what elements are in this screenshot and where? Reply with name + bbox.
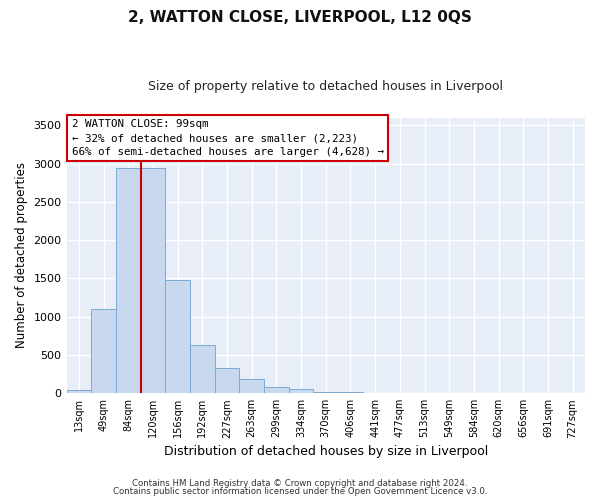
X-axis label: Distribution of detached houses by size in Liverpool: Distribution of detached houses by size … xyxy=(164,444,488,458)
Text: 2, WATTON CLOSE, LIVERPOOL, L12 0QS: 2, WATTON CLOSE, LIVERPOOL, L12 0QS xyxy=(128,10,472,25)
Bar xyxy=(338,392,363,393)
Bar xyxy=(190,345,215,393)
Title: Size of property relative to detached houses in Liverpool: Size of property relative to detached ho… xyxy=(148,80,503,93)
Y-axis label: Number of detached properties: Number of detached properties xyxy=(15,162,28,348)
Bar xyxy=(239,378,264,393)
Bar xyxy=(363,392,388,393)
Bar xyxy=(67,390,91,393)
Bar xyxy=(313,392,338,393)
Bar xyxy=(289,390,313,393)
Bar xyxy=(140,168,165,393)
Text: Contains HM Land Registry data © Crown copyright and database right 2024.: Contains HM Land Registry data © Crown c… xyxy=(132,478,468,488)
Bar xyxy=(116,168,140,393)
Text: 2 WATTON CLOSE: 99sqm
← 32% of detached houses are smaller (2,223)
66% of semi-d: 2 WATTON CLOSE: 99sqm ← 32% of detached … xyxy=(72,119,384,157)
Bar xyxy=(91,309,116,393)
Bar xyxy=(264,386,289,393)
Bar xyxy=(215,368,239,393)
Text: Contains public sector information licensed under the Open Government Licence v3: Contains public sector information licen… xyxy=(113,487,487,496)
Bar xyxy=(165,280,190,393)
